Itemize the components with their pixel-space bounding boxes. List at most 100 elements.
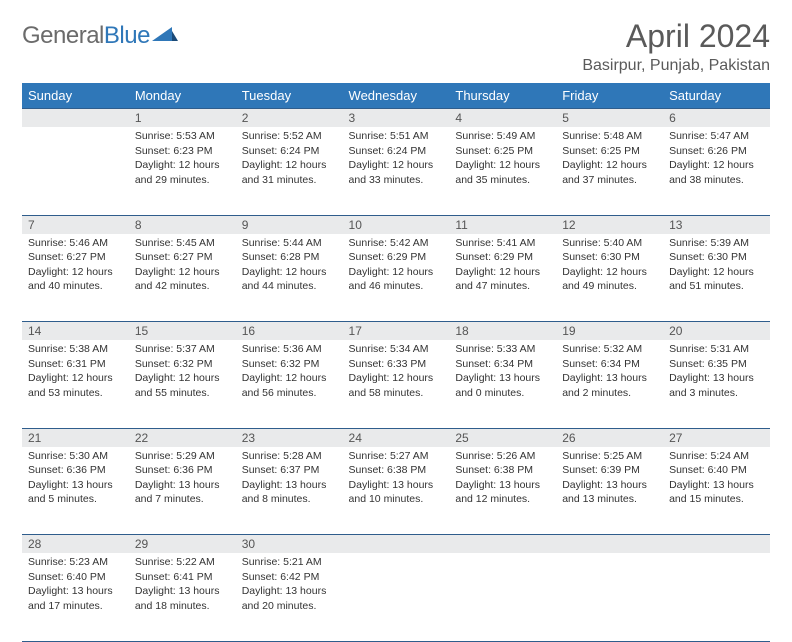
- sunrise-text: Sunrise: 5:29 AM: [135, 450, 230, 464]
- sunrise-text: Sunrise: 5:28 AM: [242, 450, 337, 464]
- day-number: 23: [236, 428, 343, 447]
- day-header-row: Sunday Monday Tuesday Wednesday Thursday…: [22, 83, 770, 109]
- daylight-text: Daylight: 13 hours: [455, 372, 550, 386]
- daylight-text: and 12 minutes.: [455, 493, 550, 507]
- sunset-text: Sunset: 6:32 PM: [242, 358, 337, 372]
- daylight-text: Daylight: 13 hours: [135, 585, 230, 599]
- sunrise-text: Sunrise: 5:23 AM: [28, 556, 123, 570]
- daylight-text: Daylight: 13 hours: [242, 585, 337, 599]
- daylight-text: Daylight: 12 hours: [28, 372, 123, 386]
- day-number: 20: [663, 322, 770, 341]
- day-header: Monday: [129, 83, 236, 109]
- title-block: April 2024 Basirpur, Punjab, Pakistan: [582, 18, 770, 75]
- daylight-text: Daylight: 12 hours: [242, 372, 337, 386]
- sunset-text: Sunset: 6:32 PM: [135, 358, 230, 372]
- day-cell: Sunrise: 5:44 AMSunset: 6:28 PMDaylight:…: [236, 234, 343, 322]
- daylight-text: and 55 minutes.: [135, 387, 230, 401]
- week-row: Sunrise: 5:38 AMSunset: 6:31 PMDaylight:…: [22, 340, 770, 428]
- sunset-text: Sunset: 6:26 PM: [669, 145, 764, 159]
- sunset-text: Sunset: 6:37 PM: [242, 464, 337, 478]
- logo-word1: General: [22, 22, 104, 49]
- sunset-text: Sunset: 6:28 PM: [242, 251, 337, 265]
- day-number: 3: [343, 109, 450, 128]
- day-cell: Sunrise: 5:45 AMSunset: 6:27 PMDaylight:…: [129, 234, 236, 322]
- sunrise-text: Sunrise: 5:46 AM: [28, 237, 123, 251]
- day-header: Saturday: [663, 83, 770, 109]
- sunset-text: Sunset: 6:36 PM: [135, 464, 230, 478]
- day-number: 12: [556, 215, 663, 234]
- daylight-text: and 51 minutes.: [669, 280, 764, 294]
- sunset-text: Sunset: 6:40 PM: [28, 571, 123, 585]
- sunrise-text: Sunrise: 5:21 AM: [242, 556, 337, 570]
- sunset-text: Sunset: 6:29 PM: [455, 251, 550, 265]
- day-number: 16: [236, 322, 343, 341]
- day-cell: Sunrise: 5:49 AMSunset: 6:25 PMDaylight:…: [449, 127, 556, 215]
- daylight-text: and 2 minutes.: [562, 387, 657, 401]
- logo: GeneralBlue: [22, 22, 178, 50]
- day-cell: Sunrise: 5:26 AMSunset: 6:38 PMDaylight:…: [449, 447, 556, 535]
- day-cell: Sunrise: 5:48 AMSunset: 6:25 PMDaylight:…: [556, 127, 663, 215]
- daylight-text: Daylight: 12 hours: [135, 266, 230, 280]
- daylight-text: and 40 minutes.: [28, 280, 123, 294]
- daylight-text: and 38 minutes.: [669, 174, 764, 188]
- sunset-text: Sunset: 6:23 PM: [135, 145, 230, 159]
- sunset-text: Sunset: 6:39 PM: [562, 464, 657, 478]
- daylight-text: and 35 minutes.: [455, 174, 550, 188]
- day-cell: Sunrise: 5:38 AMSunset: 6:31 PMDaylight:…: [22, 340, 129, 428]
- day-cell: Sunrise: 5:25 AMSunset: 6:39 PMDaylight:…: [556, 447, 663, 535]
- day-number: 6: [663, 109, 770, 128]
- day-cell: Sunrise: 5:40 AMSunset: 6:30 PMDaylight:…: [556, 234, 663, 322]
- day-cell: Sunrise: 5:36 AMSunset: 6:32 PMDaylight:…: [236, 340, 343, 428]
- day-number: 24: [343, 428, 450, 447]
- daylight-text: and 3 minutes.: [669, 387, 764, 401]
- sunset-text: Sunset: 6:25 PM: [455, 145, 550, 159]
- daylight-text: and 31 minutes.: [242, 174, 337, 188]
- daylight-text: Daylight: 12 hours: [669, 266, 764, 280]
- day-header: Thursday: [449, 83, 556, 109]
- sunrise-text: Sunrise: 5:32 AM: [562, 343, 657, 357]
- day-cell: Sunrise: 5:21 AMSunset: 6:42 PMDaylight:…: [236, 553, 343, 641]
- daylight-text: and 49 minutes.: [562, 280, 657, 294]
- sunset-text: Sunset: 6:24 PM: [242, 145, 337, 159]
- daylight-text: Daylight: 13 hours: [669, 372, 764, 386]
- day-number: 29: [129, 535, 236, 554]
- sunset-text: Sunset: 6:25 PM: [562, 145, 657, 159]
- day-cell: Sunrise: 5:39 AMSunset: 6:30 PMDaylight:…: [663, 234, 770, 322]
- sunrise-text: Sunrise: 5:25 AM: [562, 450, 657, 464]
- sunset-text: Sunset: 6:40 PM: [669, 464, 764, 478]
- day-cell: [449, 553, 556, 641]
- daylight-text: and 13 minutes.: [562, 493, 657, 507]
- daylight-text: and 56 minutes.: [242, 387, 337, 401]
- daylight-text: and 46 minutes.: [349, 280, 444, 294]
- day-number: 14: [22, 322, 129, 341]
- daylight-text: Daylight: 13 hours: [242, 479, 337, 493]
- sunrise-text: Sunrise: 5:27 AM: [349, 450, 444, 464]
- daylight-text: Daylight: 12 hours: [562, 266, 657, 280]
- daylight-text: Daylight: 12 hours: [349, 372, 444, 386]
- sunrise-text: Sunrise: 5:45 AM: [135, 237, 230, 251]
- day-number: [22, 109, 129, 128]
- logo-mark-icon: [152, 25, 178, 48]
- sunrise-text: Sunrise: 5:34 AM: [349, 343, 444, 357]
- daylight-text: Daylight: 13 hours: [28, 585, 123, 599]
- sunrise-text: Sunrise: 5:30 AM: [28, 450, 123, 464]
- sunrise-text: Sunrise: 5:47 AM: [669, 130, 764, 144]
- day-cell: Sunrise: 5:52 AMSunset: 6:24 PMDaylight:…: [236, 127, 343, 215]
- daylight-text: and 0 minutes.: [455, 387, 550, 401]
- day-number: 26: [556, 428, 663, 447]
- day-number-row: 282930: [22, 535, 770, 554]
- day-cell: Sunrise: 5:41 AMSunset: 6:29 PMDaylight:…: [449, 234, 556, 322]
- daylight-text: and 10 minutes.: [349, 493, 444, 507]
- day-cell: Sunrise: 5:28 AMSunset: 6:37 PMDaylight:…: [236, 447, 343, 535]
- daylight-text: and 7 minutes.: [135, 493, 230, 507]
- day-cell: Sunrise: 5:30 AMSunset: 6:36 PMDaylight:…: [22, 447, 129, 535]
- daylight-text: Daylight: 12 hours: [455, 159, 550, 173]
- sunrise-text: Sunrise: 5:33 AM: [455, 343, 550, 357]
- day-number: 18: [449, 322, 556, 341]
- day-cell: Sunrise: 5:37 AMSunset: 6:32 PMDaylight:…: [129, 340, 236, 428]
- day-header: Friday: [556, 83, 663, 109]
- day-number: 15: [129, 322, 236, 341]
- sunset-text: Sunset: 6:29 PM: [349, 251, 444, 265]
- day-number: 10: [343, 215, 450, 234]
- week-row: Sunrise: 5:53 AMSunset: 6:23 PMDaylight:…: [22, 127, 770, 215]
